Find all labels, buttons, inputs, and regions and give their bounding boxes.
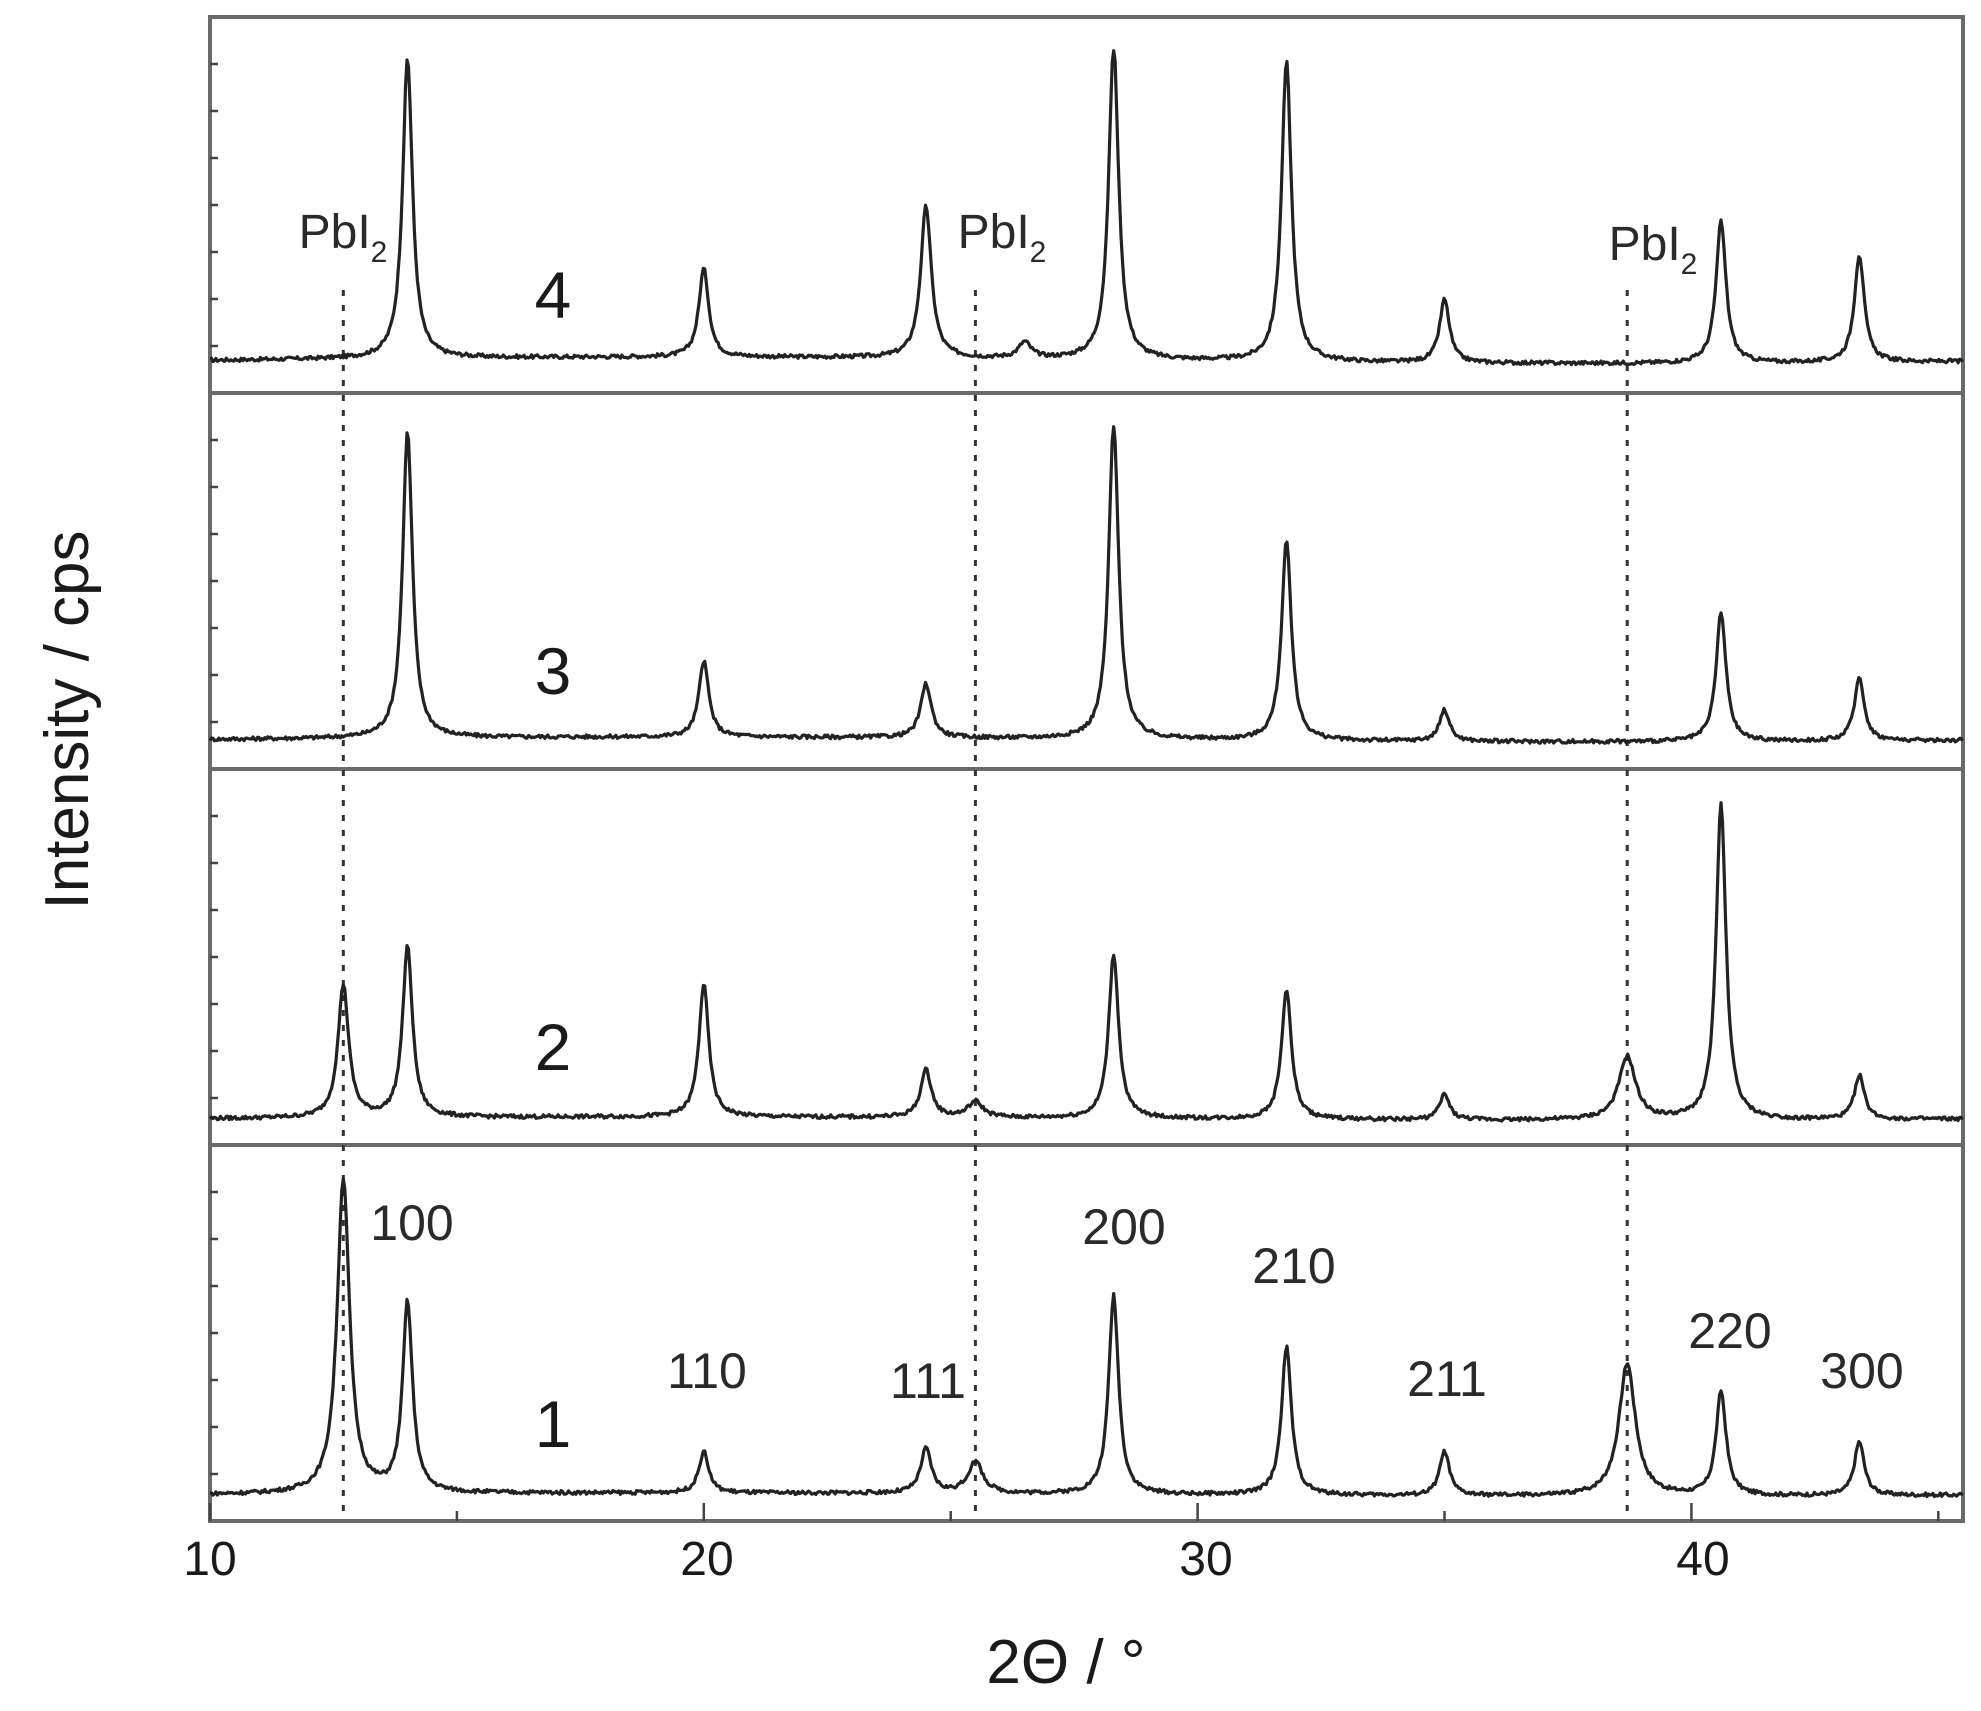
peak-label-220: 220 <box>1688 1303 1771 1359</box>
panel-frames <box>208 15 1965 1523</box>
panel-frame-3 <box>208 391 1965 771</box>
pbi2-label-2: PbI2 <box>958 206 1047 269</box>
series-labels: 4 3 2 1 <box>535 258 572 1461</box>
pbi2-reference-lines <box>341 290 1629 1511</box>
pbi2-label-1: PbI2 <box>299 206 388 269</box>
trace-3 <box>208 425 1964 745</box>
pbi2-label-3: PbI2 <box>1609 218 1698 281</box>
peak-labels: 100 110 111 200 210 211 220 300 <box>370 1195 1903 1409</box>
pbi2-sub-1: 2 <box>371 236 388 269</box>
pbi2-annotations: PbI2 PbI2 PbI2 <box>299 206 1698 281</box>
pbi2-sub-2: 2 <box>1030 236 1047 269</box>
pbi2-sub-3: 2 <box>1681 248 1698 281</box>
axis-ticks <box>208 62 1940 1521</box>
series-label-4: 4 <box>535 258 572 332</box>
peak-label-111: 111 <box>890 1353 966 1409</box>
peak-label-210: 210 <box>1252 1238 1335 1294</box>
panel-frame-4 <box>208 15 1965 395</box>
peak-label-100: 100 <box>370 1195 453 1251</box>
x-tick-labels: 10 20 30 40 <box>183 1533 1729 1586</box>
peak-label-300: 300 <box>1820 1343 1903 1399</box>
x-axis-title: 2Θ / ° <box>986 1628 1145 1697</box>
x-tick-label-10: 10 <box>183 1533 236 1586</box>
xrd-traces <box>208 49 1964 1499</box>
x-tick-label-40: 40 <box>1676 1533 1729 1586</box>
trace-1 <box>209 1177 1964 1499</box>
peak-label-110: 110 <box>667 1343 747 1399</box>
series-label-3: 3 <box>535 634 572 708</box>
peak-label-200: 200 <box>1082 1199 1165 1255</box>
x-tick-label-20: 20 <box>680 1533 733 1586</box>
x-tick-label-30: 30 <box>1179 1533 1232 1586</box>
trace-2 <box>208 801 1964 1123</box>
series-label-2: 2 <box>535 1010 572 1084</box>
series-label-1: 1 <box>535 1387 572 1461</box>
peak-label-211: 211 <box>1407 1351 1487 1407</box>
trace-4 <box>209 49 1964 367</box>
y-axis-title: Intensity / cps <box>33 530 102 909</box>
panel-frame-2 <box>208 767 1965 1147</box>
